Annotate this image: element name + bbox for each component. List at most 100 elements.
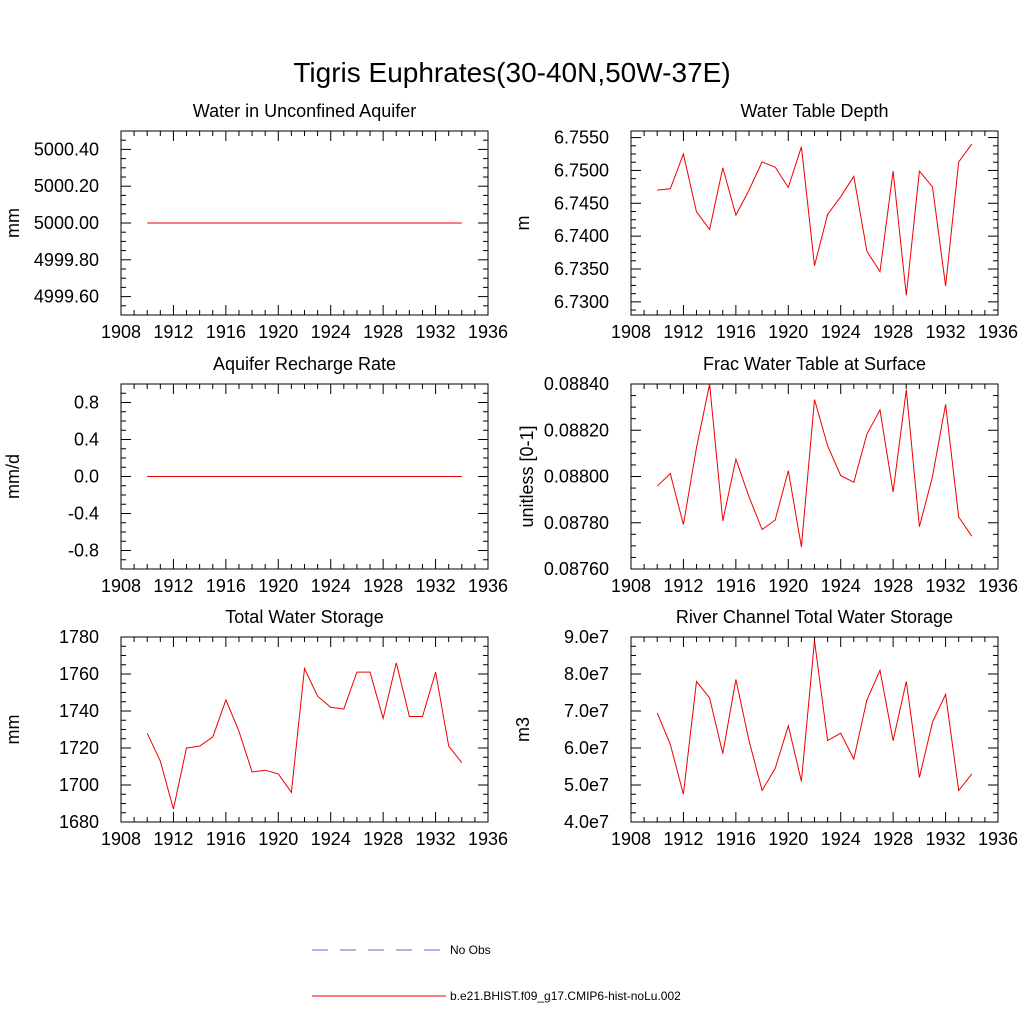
x-tick-label: 1916: [716, 829, 756, 849]
x-tick-label: 1924: [821, 829, 861, 849]
y-axis-label: m: [513, 216, 533, 231]
x-tick-label: 1928: [873, 576, 913, 596]
legend-label-model: b.e21.BHIST.f09_g17.CMIP6-hist-noLu.002: [450, 989, 681, 1003]
y-tick-label: 5.0e7: [564, 775, 609, 795]
x-tick-label: 1928: [363, 829, 403, 849]
y-tick-label: 1680: [59, 812, 99, 832]
y-tick-label: 5000.20: [34, 176, 99, 196]
y-tick-label: 0.08820: [544, 420, 609, 440]
x-tick-label: 1912: [153, 322, 193, 342]
x-tick-label: 1932: [926, 576, 966, 596]
panel-3: Aquifer Recharge Rate mm/d 1908 1912 1916 192…: [3, 354, 508, 596]
x-tick-label: 1920: [258, 576, 298, 596]
x-tick-label: 1920: [258, 829, 298, 849]
y-tick-label: -0.8: [68, 541, 99, 561]
y-tick-label: 6.7450: [554, 193, 609, 213]
x-tick-label: 1932: [416, 576, 456, 596]
panel-title: Total Water Storage: [225, 607, 383, 627]
y-tick-label: 1780: [59, 627, 99, 647]
y-tick-label: 0.08760: [544, 559, 609, 579]
y-tick-label: 0.0: [74, 467, 99, 487]
plot-frame: [630, 636, 999, 823]
x-tick-label: 1936: [468, 322, 508, 342]
y-axis-label: m3: [513, 717, 533, 742]
x-tick-label: 1932: [926, 322, 966, 342]
x-tick-label: 1924: [821, 576, 861, 596]
y-tick-label: 1740: [59, 701, 99, 721]
y-axis-label: mm: [3, 715, 23, 745]
y-tick-label: 1700: [59, 775, 99, 795]
plot-frame: [630, 383, 999, 570]
plot-frame: [630, 130, 999, 316]
x-tick-label: 1912: [153, 829, 193, 849]
panel-title: River Channel Total Water Storage: [676, 607, 953, 627]
x-tick-label: 1912: [663, 576, 703, 596]
panel-title: Frac Water Table at Surface: [703, 354, 926, 374]
x-tick-label: 1916: [206, 576, 246, 596]
x-tick-label: 1920: [258, 322, 298, 342]
legend: No Obs b.e21.BHIST.f09_g17.CMIP6-hist-no…: [312, 943, 681, 1003]
y-tick-label: 6.7350: [554, 259, 609, 279]
y-tick-label: 0.08800: [544, 467, 609, 487]
x-tick-label: 1928: [873, 829, 913, 849]
y-tick-label: 6.7550: [554, 128, 609, 148]
y-tick-label: 6.7400: [554, 226, 609, 246]
y-axis-label: mm/d: [3, 454, 23, 499]
x-tick-label: 1932: [416, 322, 456, 342]
x-tick-label: 1916: [716, 322, 756, 342]
x-tick-label: 1936: [468, 829, 508, 849]
y-tick-label: 7.0e7: [564, 701, 609, 721]
y-tick-label: 5000.00: [34, 213, 99, 233]
y-tick-label: 6.0e7: [564, 738, 609, 758]
x-tick-label: 1916: [206, 829, 246, 849]
x-tick-label: 1924: [311, 322, 351, 342]
x-tick-label: 1932: [416, 829, 456, 849]
y-tick-label: 0.08780: [544, 513, 609, 533]
y-tick-label: 9.0e7: [564, 627, 609, 647]
x-tick-label: 1924: [311, 829, 351, 849]
y-tick-label: 6.7300: [554, 292, 609, 312]
panel-title: Water Table Depth: [740, 101, 888, 121]
panel-title: Water in Unconfined Aquifer: [193, 101, 416, 121]
x-tick-label: 1920: [768, 576, 808, 596]
x-tick-label: 1924: [821, 322, 861, 342]
x-tick-label: 1928: [873, 322, 913, 342]
panel-1: Water in Unconfined Aquifer mm 1908 1912 191…: [3, 101, 508, 342]
x-tick-label: 1936: [468, 576, 508, 596]
y-axis-label: mm: [3, 208, 23, 238]
x-tick-label: 1920: [768, 322, 808, 342]
x-tick-label: 1912: [663, 829, 703, 849]
panel-2: Water Table Depth m 1908 1912 1916 1920 1924 19…: [513, 101, 1018, 342]
x-tick-label: 1908: [611, 322, 651, 342]
x-tick-label: 1916: [716, 576, 756, 596]
x-tick-label: 1908: [101, 576, 141, 596]
series-line: [657, 143, 973, 296]
x-tick-label: 1920: [768, 829, 808, 849]
x-tick-label: 1908: [611, 576, 651, 596]
x-tick-label: 1908: [611, 829, 651, 849]
x-tick-label: 1936: [978, 322, 1018, 342]
y-tick-label: 4.0e7: [564, 812, 609, 832]
x-tick-label: 1908: [101, 829, 141, 849]
y-axis-label: unitless [0-1]: [517, 425, 537, 527]
y-tick-label: -0.4: [68, 504, 99, 524]
legend-label-no-obs: No Obs: [450, 943, 491, 957]
x-tick-label: 1928: [363, 576, 403, 596]
panel-title: Aquifer Recharge Rate: [213, 354, 396, 374]
figure-title: Tigris Euphrates(30-40N,50W-37E): [293, 57, 730, 88]
panel-4: Frac Water Table at Surface unitless [0-1…: [517, 354, 1018, 596]
series-line: [656, 640, 973, 795]
x-tick-label: 1908: [101, 322, 141, 342]
x-tick-label: 1928: [363, 322, 403, 342]
x-tick-label: 1912: [663, 322, 703, 342]
y-tick-label: 4999.60: [34, 287, 99, 307]
x-tick-label: 1924: [311, 576, 351, 596]
panel-6: River Channel Total Water Storage m3 1908 1…: [513, 607, 1018, 849]
series-line: [656, 383, 973, 547]
y-tick-label: 8.0e7: [564, 664, 609, 684]
panel-5: Total Water Storage mm 1908 1912 1916 1920 192…: [3, 607, 508, 849]
y-tick-label: 6.7500: [554, 160, 609, 180]
y-tick-label: 4999.80: [34, 250, 99, 270]
y-tick-label: 5000.40: [34, 139, 99, 159]
